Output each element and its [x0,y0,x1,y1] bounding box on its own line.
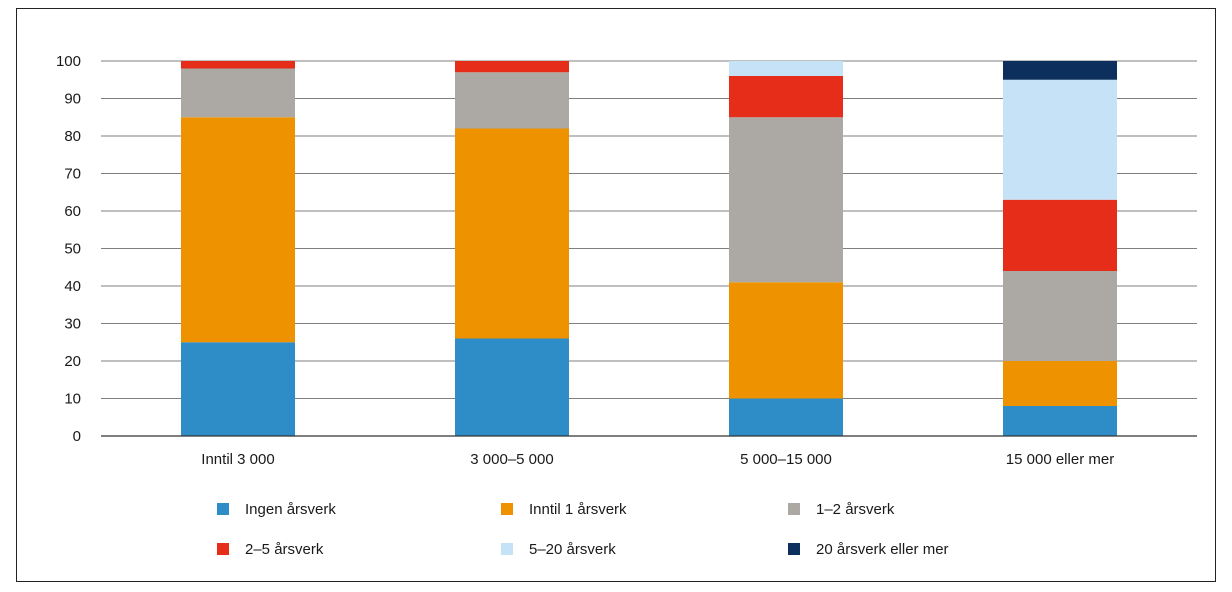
legend-swatch [217,503,229,515]
chart-frame: 0 10 20 30 40 50 60 70 80 90 100 Inntil 3 000 3 000… [16,8,1216,582]
bar-segment [181,61,295,69]
stacked-bar-chart: 0 10 20 30 40 50 60 70 80 90 100 Inntil 3 000 3 000… [56,53,1197,558]
legend-swatch [788,503,800,515]
bar-segment [1003,79,1117,200]
y-tick-label: 10 [64,391,81,408]
y-tick-label: 40 [64,278,81,295]
bar-segment [455,61,569,73]
legend-item: 20 årsverk eller mer [788,541,949,558]
y-tick-label: 50 [64,241,81,258]
y-tick-label: 100 [56,53,81,70]
legend-swatch [501,503,513,515]
legend-label: Ingen årsverk [245,501,336,518]
bars [181,61,1117,436]
bar-segment [1003,199,1117,271]
bar-segment [729,282,843,399]
bar-segment [729,76,843,118]
legend-label: Inntil 1 årsverk [529,501,627,518]
bar-segment [181,68,295,118]
y-tick-label: 0 [73,428,81,445]
legend-label: 5–20 årsverk [529,541,616,558]
bar-segment [1003,61,1117,80]
legend-item: Inntil 1 årsverk [501,501,627,518]
y-tick-label: 70 [64,166,81,183]
x-axis-labels: Inntil 3 000 3 000–5 000 5 000–15 000 15 00… [201,451,1114,468]
x-category-label: 3 000–5 000 [470,451,553,468]
y-tick-label: 30 [64,316,81,333]
legend-item: Ingen årsverk [217,501,336,518]
legend-item: 2–5 årsverk [217,541,324,558]
bar-segment [1003,271,1117,361]
bar-segment [729,398,843,436]
x-category-label: Inntil 3 000 [201,451,274,468]
legend-swatch [501,543,513,555]
y-tick-label: 60 [64,203,81,220]
x-category-label: 5 000–15 000 [740,451,832,468]
bar-segment [729,117,843,283]
y-tick-label: 20 [64,353,81,370]
bar-segment [729,61,843,76]
legend-label: 20 årsverk eller mer [816,541,949,558]
legend-label: 2–5 årsverk [245,541,324,558]
bar-segment [455,338,569,436]
bar-segment [455,72,569,129]
y-tick-label: 90 [64,91,81,108]
legend-item: 5–20 årsverk [501,541,616,558]
bar-segment [181,117,295,343]
y-axis-ticks: 0 10 20 30 40 50 60 70 80 90 100 [56,53,81,445]
legend-label: 1–2 årsverk [816,501,895,518]
y-tick-label: 80 [64,128,81,145]
x-category-label: 15 000 eller mer [1006,451,1114,468]
legend-swatch [217,543,229,555]
legend-item: 1–2 årsverk [788,501,895,518]
bar-segment [455,128,569,339]
bar-segment [181,342,295,436]
legend-swatch [788,543,800,555]
bar-segment [1003,406,1117,436]
bar-segment [1003,361,1117,406]
legend: Ingen årsverk Inntil 1 årsverk 1–2 årsverk… [217,501,949,558]
